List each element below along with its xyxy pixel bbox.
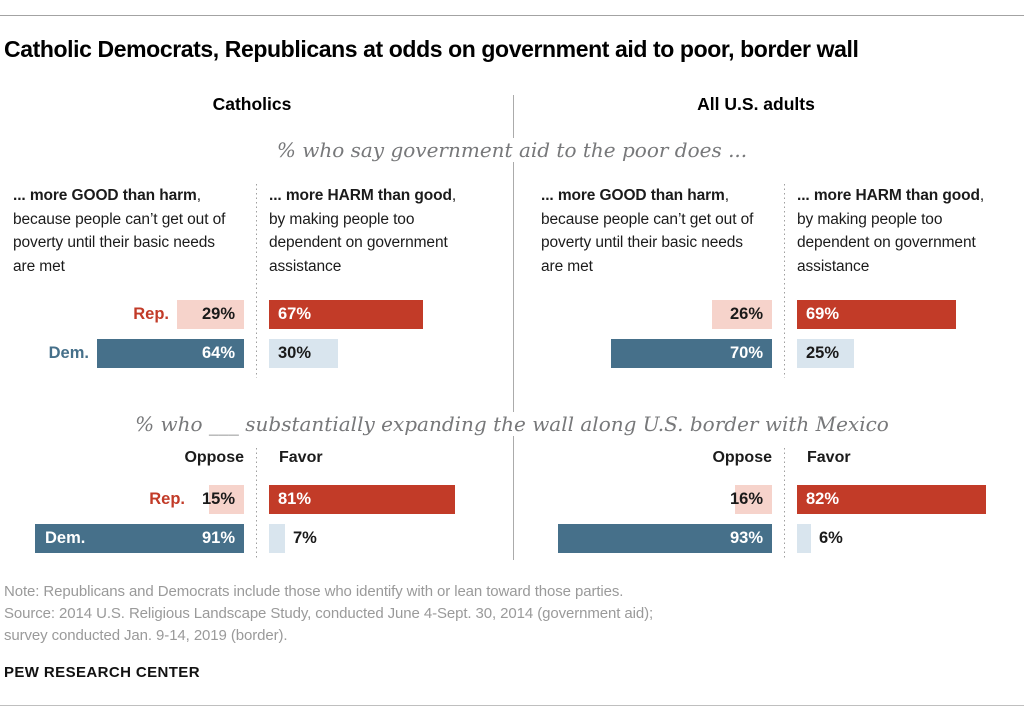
party-label: Rep.	[149, 490, 185, 508]
panel-title: All U.S. adults	[697, 94, 815, 114]
bar-zone-right: 82%	[797, 485, 1019, 514]
bar-segment	[611, 339, 772, 368]
column-header-good: ... more GOOD than harm, because people …	[541, 184, 756, 278]
note-line: Note: Republicans and Democrats include …	[4, 583, 624, 600]
bar-segment	[797, 339, 854, 368]
section-subtitle-wall: % who ___ substantially expanding the wa…	[0, 412, 1024, 436]
favor-label: Favor	[807, 449, 851, 466]
party-label: Rep.	[133, 305, 169, 323]
bar-zone-right: 67%	[269, 300, 491, 329]
bar-segment	[35, 524, 244, 553]
bar-segment	[177, 300, 244, 329]
section-subtitle-wall-text: % who ___ substantially expanding the wa…	[122, 412, 902, 436]
bar-segment	[797, 485, 986, 514]
bar-value-label: 30%	[278, 344, 312, 362]
bar-value-label: 15%	[201, 490, 235, 508]
bar-row: 15% Rep. 81%	[13, 485, 491, 514]
bar-zone-left: 29% Rep.	[13, 300, 244, 329]
panel-title: Catholics	[212, 94, 292, 114]
chart-title: Catholic Democrats, Republicans at odds …	[4, 36, 859, 62]
bar-segment	[712, 300, 772, 329]
column-header-harm-rest: , by making people too dependent on gove…	[797, 187, 985, 275]
bar-zone-left: 93%	[541, 524, 772, 553]
bar-value-label: 6%	[819, 529, 843, 547]
bar-segment	[269, 524, 285, 553]
column-header-harm-rest: , by making people too dependent on gove…	[269, 187, 457, 275]
bar-zone-left: 70%	[541, 339, 772, 368]
column-header-harm-bold: ... more HARM than good	[269, 187, 452, 204]
bar-zone-right: 81%	[269, 485, 491, 514]
party-label: Dem.	[48, 344, 89, 362]
bar-value-label: 7%	[293, 529, 317, 547]
bar-segment	[735, 485, 772, 514]
bar-segment	[269, 300, 423, 329]
bar-row: 64% Dem. 30%	[13, 339, 491, 368]
dotted-divider-aid	[256, 184, 257, 378]
bar-row: 16% 82%	[541, 485, 1019, 514]
bar-segment	[797, 524, 811, 553]
source-line: Source: 2014 U.S. Religious Landscape St…	[4, 605, 654, 622]
bar-zone-right: 6%	[797, 524, 1019, 553]
source-line: survey conducted Jan. 9-14, 2019 (border…	[4, 627, 288, 644]
bar-segment	[97, 339, 244, 368]
bar-value-label: 70%	[729, 344, 763, 362]
column-header-harm-bold: ... more HARM than good	[797, 187, 980, 204]
bar-segment	[797, 300, 956, 329]
dotted-divider-wall	[784, 448, 785, 560]
top-rule	[0, 15, 1024, 16]
bar-value-label: 26%	[729, 305, 763, 323]
bar-zone-right: 69%	[797, 300, 1019, 329]
oppose-label: Oppose	[184, 449, 244, 466]
column-header-harm: ... more HARM than good, by making peopl…	[269, 184, 461, 278]
column-header-good-bold: ... more GOOD than harm	[13, 187, 197, 204]
bar-zone-right: 25%	[797, 339, 1019, 368]
column-header-good-bold: ... more GOOD than harm	[541, 187, 725, 204]
bar-row: 93% 6%	[541, 524, 1019, 553]
oppose-label: Oppose	[712, 449, 772, 466]
bar-zone-right: 7%	[269, 524, 491, 553]
bar-value-label: 25%	[806, 344, 840, 362]
bar-value-label: 91%	[201, 529, 235, 547]
bar-row: 26% 69%	[541, 300, 1019, 329]
bar-value-label: 69%	[806, 305, 840, 323]
bar-value-label: 67%	[278, 305, 312, 323]
bar-row: 70% 25%	[541, 339, 1019, 368]
bar-segment	[209, 485, 244, 514]
footer-notes: Note: Republicans and Democrats include …	[4, 581, 653, 647]
bar-zone-right: 30%	[269, 339, 491, 368]
bar-row: 29% Rep. 67%	[13, 300, 491, 329]
bar-segment	[269, 485, 455, 514]
bar-zone-left: 15% Rep.	[13, 485, 244, 514]
panel-catholics: Catholics ... more GOOD than harm, becau…	[13, 0, 491, 728]
panel-divider-line	[513, 95, 514, 560]
bar-segment	[269, 339, 338, 368]
party-label: Dem.	[45, 529, 86, 547]
bottom-rule	[0, 705, 1024, 706]
column-header-good: ... more GOOD than harm, because people …	[13, 184, 228, 278]
bar-value-label: 16%	[729, 490, 763, 508]
bar-zone-left: 26%	[541, 300, 772, 329]
bar-value-label: 29%	[201, 305, 235, 323]
bar-zone-left: 64% Dem.	[13, 339, 244, 368]
column-header-harm: ... more HARM than good, by making peopl…	[797, 184, 989, 278]
bar-value-label: 93%	[729, 529, 763, 547]
dotted-divider-aid	[784, 184, 785, 378]
bar-value-label: 82%	[806, 490, 840, 508]
section-subtitle-aid: % who say government aid to the poor doe…	[0, 138, 1024, 162]
bar-segment	[558, 524, 772, 553]
pew-research-center-wordmark: PEW RESEARCH CENTER	[4, 664, 200, 681]
dotted-divider-wall	[256, 448, 257, 560]
bar-value-label: 64%	[201, 344, 235, 362]
section-subtitle-aid-text: % who say government aid to the poor doe…	[263, 138, 761, 162]
column-header-good-rest: , because people can’t get out of povert…	[541, 187, 754, 275]
panel-all-us-adults: All U.S. adults ... more GOOD than harm,…	[541, 0, 1019, 728]
bar-zone-left: 16%	[541, 485, 772, 514]
bar-row: 91% Dem. 7%	[13, 524, 491, 553]
column-header-good-rest: , because people can’t get out of povert…	[13, 187, 226, 275]
bar-value-label: 81%	[278, 490, 312, 508]
favor-label: Favor	[279, 449, 323, 466]
bar-zone-left: 91% Dem.	[13, 524, 244, 553]
